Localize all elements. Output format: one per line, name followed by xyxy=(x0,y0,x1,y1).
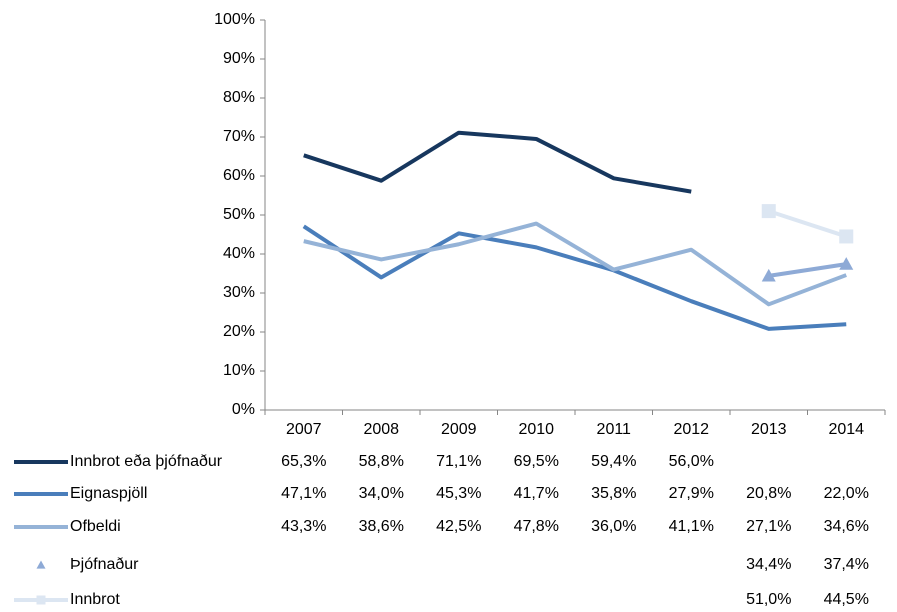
y-tick-label: 50% xyxy=(223,206,255,223)
data-label: 56,0% xyxy=(669,453,714,470)
data-label: 34,6% xyxy=(824,518,869,535)
x-tick-label: 2014 xyxy=(828,421,864,438)
data-label: 65,3% xyxy=(281,453,326,470)
legend-label: Ofbeldi xyxy=(70,518,121,535)
data-label: 34,0% xyxy=(359,485,404,502)
series-line xyxy=(303,130,692,194)
legend-marker xyxy=(36,595,46,605)
x-tick-label: 2011 xyxy=(597,421,632,438)
data-label: 69,5% xyxy=(514,453,559,470)
data-label: 34,4% xyxy=(746,556,791,573)
series-line xyxy=(768,209,847,239)
legend-label: Eignaspjöll xyxy=(70,485,147,502)
x-tick-label: 2009 xyxy=(441,421,477,438)
legend-label: Innbrot xyxy=(70,591,120,608)
y-tick-label: 0% xyxy=(232,401,255,418)
data-label: 41,1% xyxy=(669,518,714,535)
data-label: 38,6% xyxy=(359,518,404,535)
y-tick-label: 80% xyxy=(223,89,255,106)
marker xyxy=(761,204,776,219)
data-label: 27,1% xyxy=(746,518,791,535)
x-tick-label: 2013 xyxy=(751,421,787,438)
data-label: 43,3% xyxy=(281,518,326,535)
marker xyxy=(839,257,854,270)
legend-label: Þjófnaður xyxy=(70,556,139,573)
legend-label: Innbrot eða þjófnaður xyxy=(70,453,223,470)
y-tick-label: 20% xyxy=(223,323,255,340)
y-tick-label: 70% xyxy=(223,128,255,145)
y-tick-label: 60% xyxy=(223,167,255,184)
data-label: 71,1% xyxy=(436,453,481,470)
series-line xyxy=(303,221,847,307)
x-tick-label: 2010 xyxy=(518,421,554,438)
data-label: 45,3% xyxy=(436,485,481,502)
data-label: 47,8% xyxy=(514,518,559,535)
marker xyxy=(761,268,776,282)
data-label: 51,0% xyxy=(746,591,791,608)
data-label: 41,7% xyxy=(514,485,559,502)
data-label: 22,0% xyxy=(824,485,869,502)
y-tick-label: 40% xyxy=(223,245,255,262)
data-label: 20,8% xyxy=(746,485,791,502)
data-label: 59,4% xyxy=(591,453,636,470)
data-label: 42,5% xyxy=(436,518,481,535)
data-label: 36,0% xyxy=(591,518,636,535)
data-label: 58,8% xyxy=(359,453,404,470)
x-tick-label: 2008 xyxy=(363,421,399,438)
y-tick-label: 30% xyxy=(223,284,255,301)
x-tick-label: 2012 xyxy=(673,421,709,438)
y-tick-label: 10% xyxy=(223,362,255,379)
series-line xyxy=(302,224,847,331)
data-label: 47,1% xyxy=(281,485,326,502)
series-line xyxy=(768,262,847,278)
legend-marker xyxy=(36,560,46,569)
y-tick-label: 90% xyxy=(223,50,255,67)
x-tick-label: 2007 xyxy=(286,421,322,438)
data-label: 37,4% xyxy=(824,556,869,573)
y-tick-label: 100% xyxy=(214,11,255,28)
marker xyxy=(839,229,854,244)
data-label: 35,8% xyxy=(591,485,636,502)
data-label: 44,5% xyxy=(824,591,869,608)
data-label: 27,9% xyxy=(669,485,714,502)
